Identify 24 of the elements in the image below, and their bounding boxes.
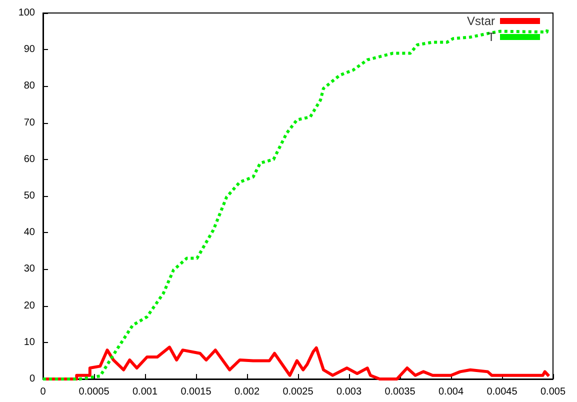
x-tick-label: 0.0045 (486, 386, 518, 398)
y-tick-label: 10 (24, 336, 36, 348)
x-tick-label: 0.002 (234, 386, 260, 398)
y-tick-label: 80 (24, 80, 36, 92)
y-tick-label: 0 (29, 374, 36, 384)
x-tick-label: 0.0035 (384, 386, 416, 398)
x-tick-label: 0.0015 (180, 386, 212, 398)
x-tick-label: 0.003 (336, 386, 362, 398)
y-tick-label: 30 (24, 264, 36, 275)
y-tick-label: 100 (18, 8, 36, 18)
y-tick-label: 40 (24, 227, 36, 238)
y-tick-label: 20 (24, 300, 36, 312)
legend-label: Vstar (466, 14, 495, 28)
x-tick-label: 0.001 (132, 386, 158, 398)
x-tick-label: 0.004 (438, 386, 464, 398)
y-tick-label: 70 (24, 117, 36, 128)
y-tick-label: 60 (24, 154, 36, 165)
legend-label: T (488, 30, 496, 44)
x-tick-label: 0 (40, 386, 46, 398)
x-tick-label: 0.0025 (282, 386, 314, 398)
x-tick-label: 0.0005 (78, 386, 110, 398)
y-tick-label: 50 (24, 190, 36, 202)
x-tick-label: 0.005 (540, 386, 566, 398)
y-tick-label: 90 (24, 44, 36, 56)
